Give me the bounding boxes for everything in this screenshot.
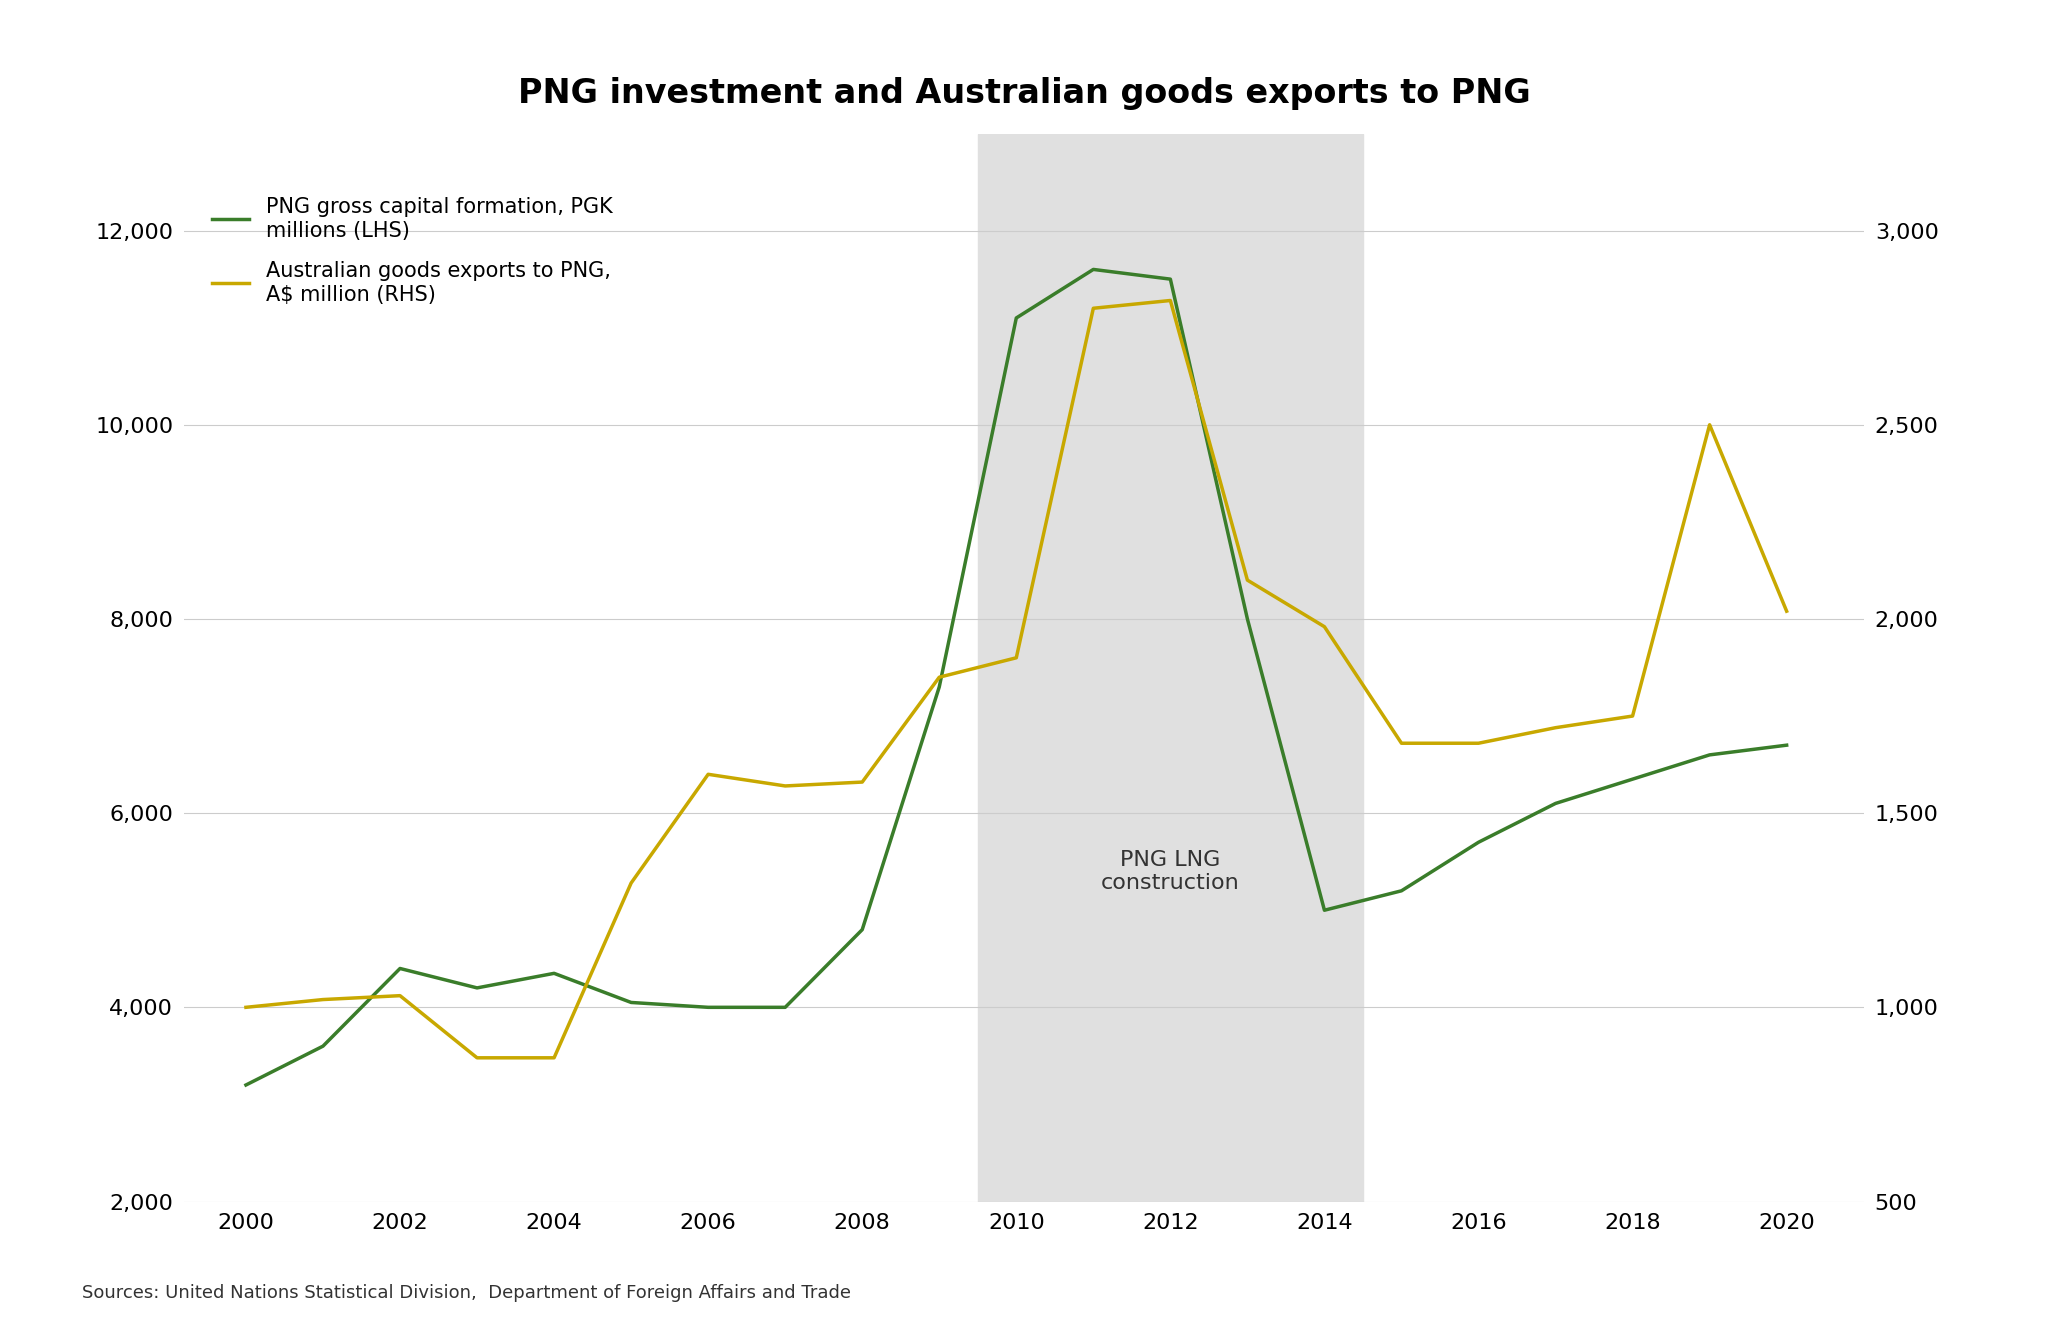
- Title: PNG investment and Australian goods exports to PNG: PNG investment and Australian goods expo…: [518, 77, 1530, 109]
- Text: PNG LNG
construction: PNG LNG construction: [1102, 850, 1239, 893]
- Legend: PNG gross capital formation, PGK
millions (LHS), Australian goods exports to PNG: PNG gross capital formation, PGK million…: [211, 198, 612, 304]
- Text: Sources: United Nations Statistical Division,  Department of Foreign Affairs and: Sources: United Nations Statistical Divi…: [82, 1284, 850, 1302]
- Bar: [977, 134, 1364, 1202]
